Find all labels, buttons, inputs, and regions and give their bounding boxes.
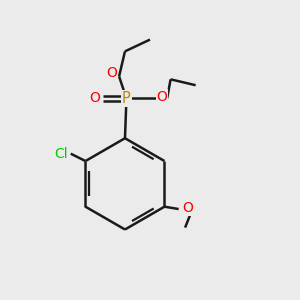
Text: P: P [122,91,131,106]
Text: Cl: Cl [54,147,68,161]
Text: O: O [89,92,100,106]
Text: O: O [182,201,193,215]
Text: O: O [156,90,167,104]
Text: O: O [106,66,117,80]
